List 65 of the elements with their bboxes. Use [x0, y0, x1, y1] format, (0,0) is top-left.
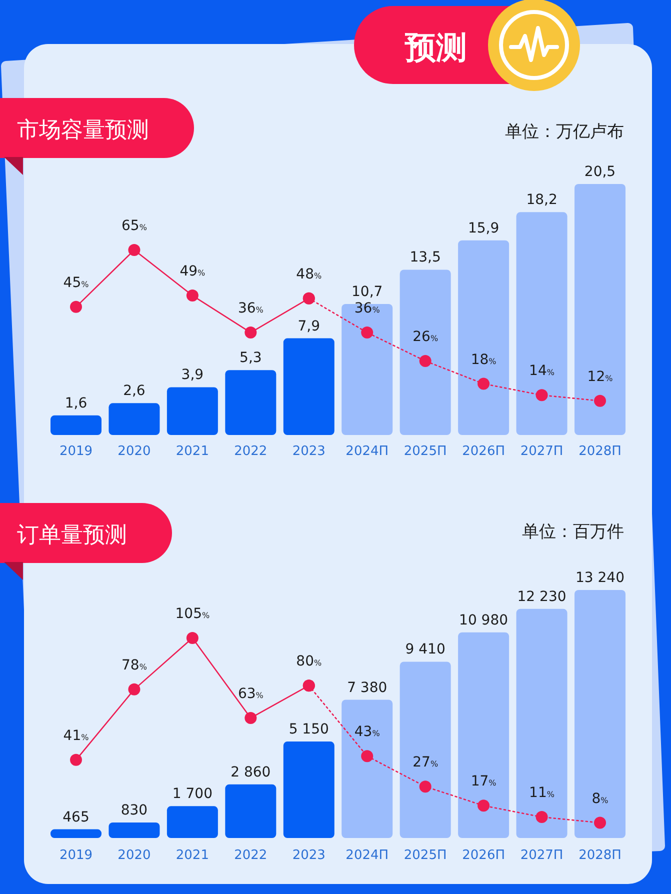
data-label: 15,9	[468, 220, 500, 236]
data-label: 80%	[296, 654, 322, 670]
data-label: 18%	[470, 352, 497, 368]
x-tick-label: 2021	[176, 444, 209, 459]
x-tick-label: 2020	[118, 848, 151, 863]
data-label: 2,6	[123, 383, 146, 400]
chart-title: 预测	[404, 30, 467, 66]
data-label: 78%	[122, 657, 148, 674]
chart-title: 订单量预测	[17, 523, 127, 548]
data-label: 11%	[529, 785, 555, 802]
data-label: 27%	[412, 754, 438, 771]
data-label: 48%	[296, 266, 322, 282]
x-tick-label: 2026П	[462, 848, 505, 863]
data-label: 14%	[529, 363, 555, 380]
x-tick-label: 2021	[176, 848, 209, 863]
data-label: 105%	[175, 606, 210, 622]
data-label: 1,6	[64, 395, 88, 412]
data-label: 17%	[470, 774, 497, 790]
data-label: 465	[62, 809, 90, 826]
data-label: 13,5	[410, 250, 441, 266]
data-label: 1 700	[172, 786, 212, 802]
data-label: 10,7	[352, 284, 383, 300]
y-axis-title: 单位：百万件	[522, 522, 624, 542]
x-tick-label: 2024П	[346, 848, 389, 863]
data-label: 18,2	[526, 192, 558, 208]
x-tick-label: 2027П	[520, 444, 564, 459]
data-label: 43%	[354, 724, 380, 740]
x-tick-label: 2024П	[346, 444, 389, 459]
x-tick-label: 2019	[59, 444, 93, 459]
x-tick-label: 2022	[234, 444, 268, 459]
data-label: 26%	[412, 329, 438, 345]
x-tick-label: 2025П	[404, 848, 447, 863]
data-label: 12 230	[517, 588, 566, 605]
data-label: 36%	[238, 300, 264, 317]
data-label: 49%	[180, 264, 206, 280]
data-label: 9 410	[405, 642, 446, 658]
data-label: 63%	[238, 686, 264, 702]
x-tick-label: 2020	[118, 444, 151, 459]
data-label: 41%	[63, 728, 90, 744]
data-label: 36%	[354, 300, 380, 317]
x-tick-label: 2028П	[578, 848, 622, 863]
x-tick-label: 2026П	[462, 444, 505, 459]
x-tick-label: 2022	[234, 848, 268, 863]
x-tick-label: 2027П	[520, 848, 564, 863]
data-label: 5,3	[240, 350, 262, 366]
data-label: 65%	[122, 218, 148, 234]
data-label: 20,5	[584, 164, 616, 180]
x-tick-label: 2028П	[578, 444, 622, 459]
data-label: 8%	[592, 790, 609, 807]
x-tick-label: 2023	[292, 444, 326, 459]
data-label: 7 380	[347, 680, 388, 696]
data-label: 2 860	[230, 764, 271, 780]
data-label: 830	[120, 802, 148, 818]
data-label: 12%	[587, 368, 614, 385]
chart-subtitle: 市场容量预测	[17, 118, 149, 143]
data-label: 7,9	[298, 318, 320, 334]
data-label: 3,9	[181, 367, 204, 384]
x-tick-label: 2025П	[404, 444, 447, 459]
data-label: 13 240	[576, 570, 624, 586]
x-tick-label: 2023	[292, 848, 326, 863]
data-label: 5 150	[288, 722, 329, 738]
data-label: 45%	[63, 274, 90, 291]
y-axis-title: 单位：万亿卢布	[505, 122, 624, 142]
x-tick-label: 2019	[59, 848, 93, 863]
data-label: 10 980	[459, 612, 508, 628]
